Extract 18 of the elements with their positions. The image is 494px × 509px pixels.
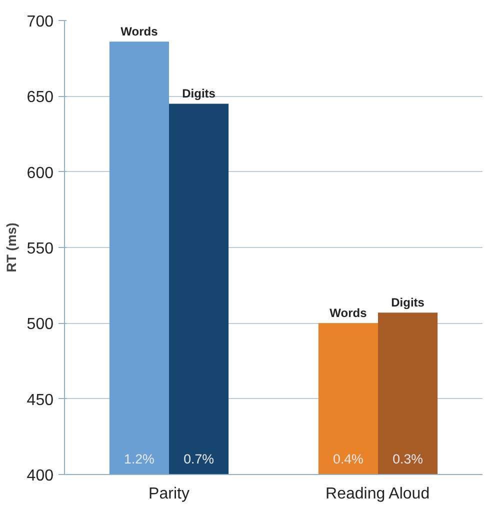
- text: Digits: [391, 296, 424, 310]
- y-tick-label: 650: [26, 89, 54, 106]
- y-tick-label: 700: [26, 14, 54, 30]
- series-label: Digits: [182, 86, 216, 101]
- text: Words: [330, 306, 367, 320]
- x-tick-label: Reading Aloud: [326, 486, 430, 502]
- x-tick-label: Parity: [148, 486, 190, 502]
- series-label: Words: [120, 24, 158, 39]
- y-tick-label: 600: [26, 164, 54, 182]
- y-tick-label: 450: [26, 392, 54, 409]
- annotation: 0.7%: [184, 452, 214, 466]
- y-tick-label: 400: [26, 468, 54, 484]
- y-axis-title: RT (ms): [4, 222, 19, 272]
- annotation: 0.3%: [392, 452, 424, 466]
- annotation: 0.4%: [333, 452, 364, 466]
- y-tick-label: 550: [26, 240, 54, 258]
- annotation: 1.2%: [124, 452, 155, 466]
- y-tick-label: 500: [26, 316, 54, 334]
